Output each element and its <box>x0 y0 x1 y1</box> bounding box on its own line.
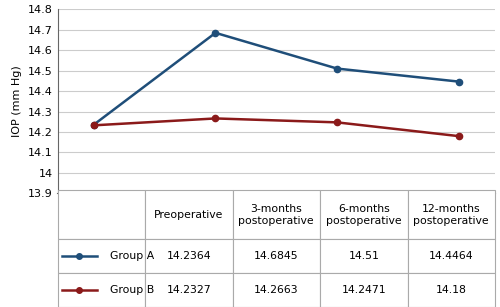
Y-axis label: IOP (mm Hg): IOP (mm Hg) <box>12 65 22 137</box>
Text: Group B: Group B <box>110 285 154 295</box>
Text: Group A: Group A <box>110 251 154 261</box>
